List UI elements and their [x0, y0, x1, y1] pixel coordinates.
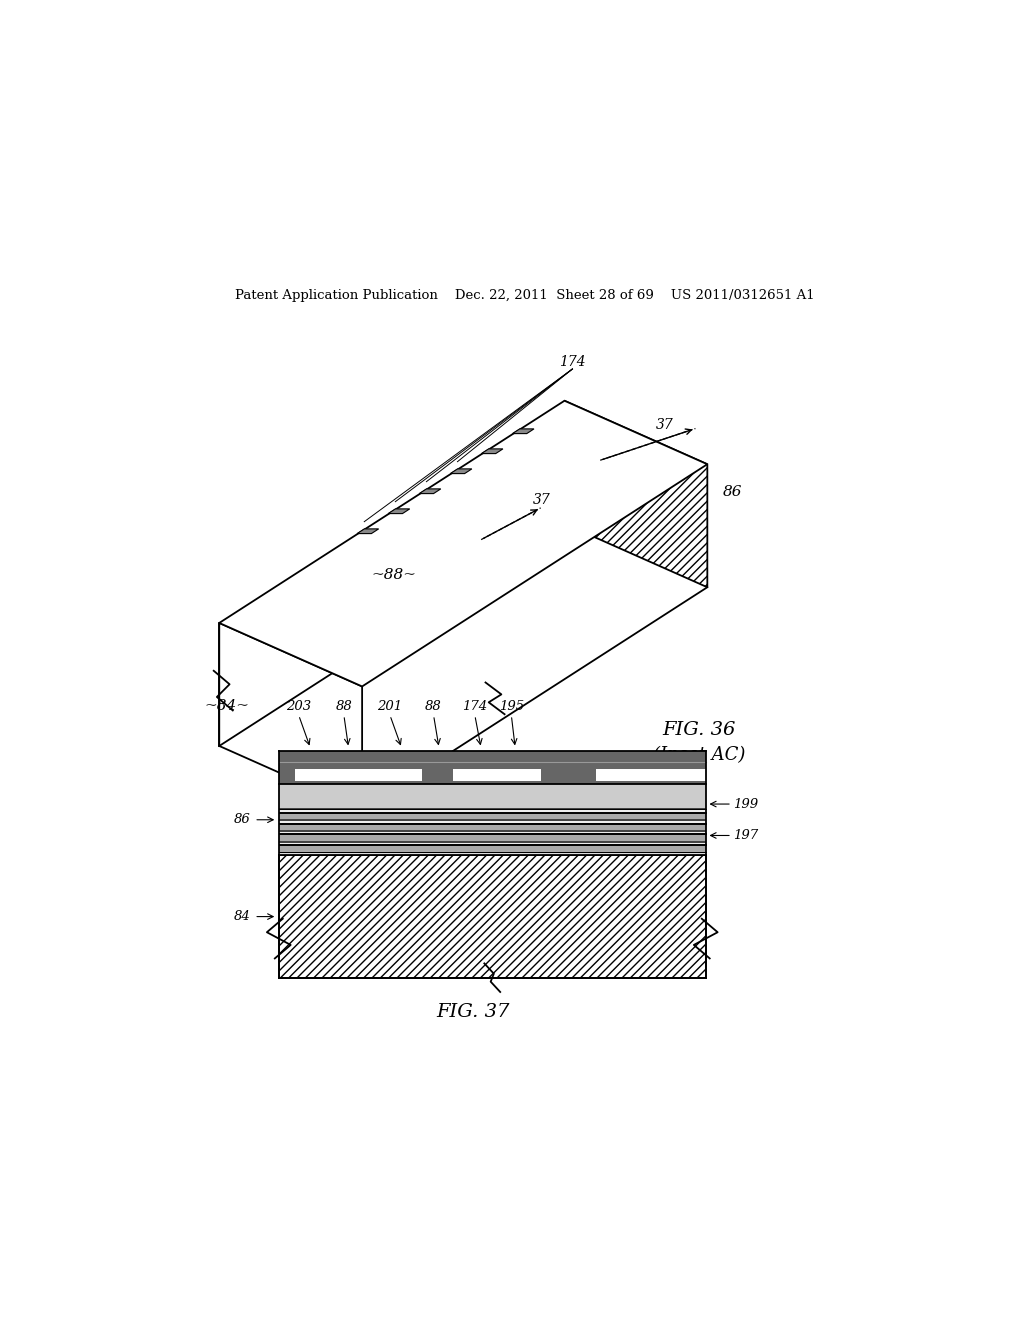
Text: 201: 201: [377, 700, 402, 713]
Polygon shape: [279, 808, 706, 809]
Polygon shape: [279, 813, 706, 818]
Polygon shape: [279, 821, 706, 824]
Text: 86: 86: [234, 813, 251, 826]
Text: 174: 174: [462, 700, 487, 713]
Text: Patent Application Publication    Dec. 22, 2011  Sheet 28 of 69    US 2011/03126: Patent Application Publication Dec. 22, …: [234, 289, 815, 302]
Polygon shape: [279, 834, 706, 841]
Text: 199: 199: [733, 797, 759, 810]
Polygon shape: [564, 401, 708, 587]
Polygon shape: [451, 469, 472, 474]
Polygon shape: [279, 824, 706, 830]
Polygon shape: [219, 623, 362, 809]
Text: 84: 84: [234, 909, 251, 923]
Polygon shape: [279, 843, 706, 845]
Polygon shape: [279, 751, 706, 784]
Text: 174: 174: [559, 355, 586, 370]
Polygon shape: [279, 855, 706, 978]
Polygon shape: [279, 832, 706, 834]
Text: 197: 197: [733, 829, 759, 842]
Polygon shape: [279, 809, 706, 813]
Polygon shape: [357, 529, 379, 533]
Polygon shape: [388, 510, 410, 513]
Text: 86: 86: [723, 484, 742, 499]
Text: FIG. 37: FIG. 37: [436, 1003, 510, 1020]
Text: (Inset AC): (Inset AC): [653, 747, 745, 764]
Polygon shape: [596, 768, 715, 781]
Text: ~84~: ~84~: [205, 700, 250, 713]
Text: 195: 195: [499, 700, 524, 713]
Polygon shape: [512, 429, 534, 433]
Text: ~88~: ~88~: [372, 569, 417, 582]
Polygon shape: [419, 488, 440, 494]
Text: 37: 37: [655, 417, 674, 432]
Text: 203: 203: [286, 700, 311, 713]
Polygon shape: [279, 784, 706, 808]
Text: 37: 37: [532, 492, 551, 507]
Polygon shape: [279, 845, 706, 851]
Text: 88: 88: [425, 700, 442, 713]
Polygon shape: [279, 841, 706, 843]
Text: 88: 88: [336, 700, 352, 713]
Text: FIG. 36: FIG. 36: [663, 721, 736, 739]
Polygon shape: [279, 853, 706, 855]
Polygon shape: [279, 830, 706, 832]
Polygon shape: [454, 768, 541, 781]
Polygon shape: [295, 768, 422, 781]
Polygon shape: [481, 449, 503, 454]
Polygon shape: [279, 818, 706, 821]
Polygon shape: [219, 401, 708, 686]
